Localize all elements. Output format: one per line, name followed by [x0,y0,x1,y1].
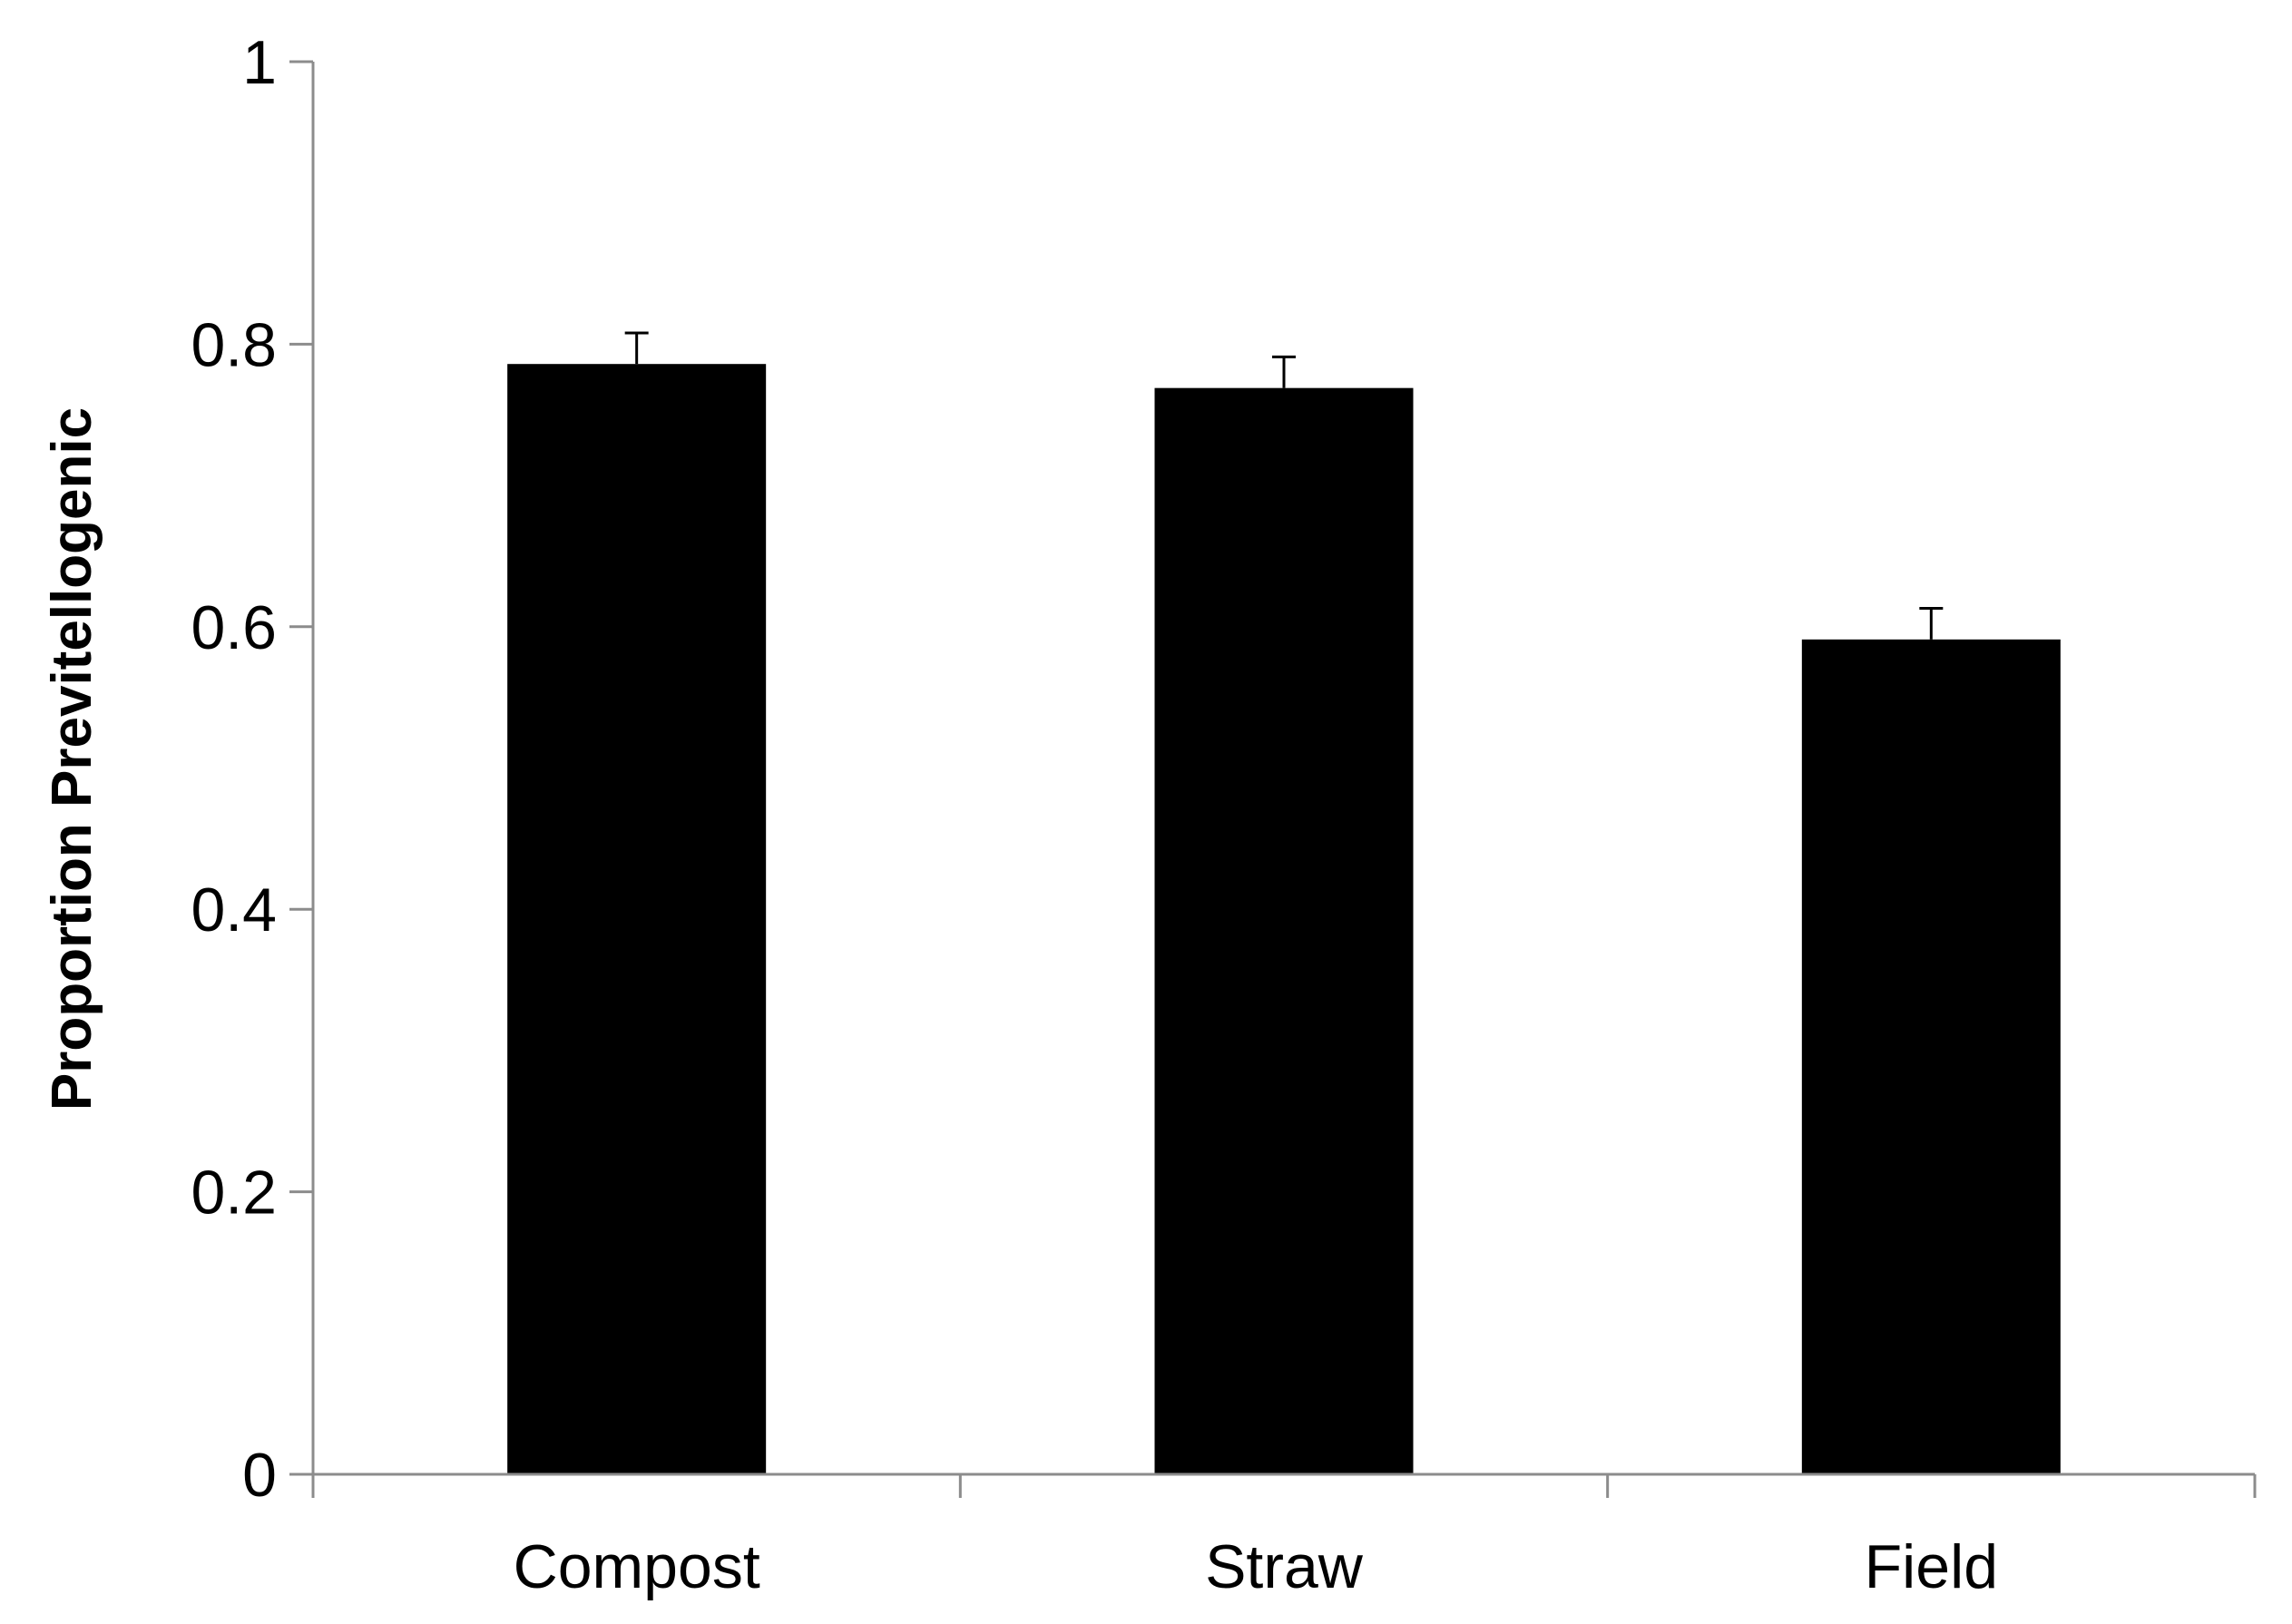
y-axis-title: Proportion Previtellogenic [41,407,103,1110]
x-tick-label: Straw [1205,1532,1364,1601]
y-tick-label: 0 [242,1441,277,1510]
x-ticks-layer: Compost Straw Field [311,1474,2257,1601]
y-tick-label: 0.8 [191,310,277,379]
bars-layer [507,364,2061,1474]
x-tick-label: Field [1865,1532,1998,1601]
axes-layer [311,62,2255,1476]
error-bars-layer [624,331,1944,640]
bar-straw [1154,387,1414,1474]
y-tick-label: 1 [242,28,277,97]
y-tick-label: 0.4 [191,876,277,944]
y-tick-label: 0.2 [191,1159,277,1228]
bar-field [1801,639,2061,1474]
bar-compost [507,364,767,1474]
y-ticks-layer: 0 0.2 0.4 0.6 0.8 1 [191,28,313,1510]
y-tick-label: 0.6 [191,593,277,662]
x-tick-label: Compost [514,1532,760,1601]
